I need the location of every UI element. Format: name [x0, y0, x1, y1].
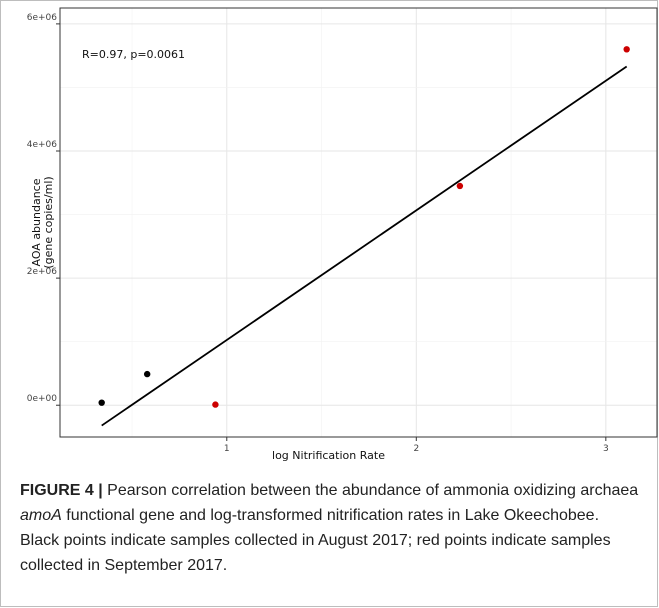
y-tick-label: 2e+06: [27, 267, 58, 277]
plot-panel: [59, 7, 658, 438]
data-point: [456, 182, 464, 190]
caption-text-1: Pearson correlation between the abundanc…: [102, 482, 639, 499]
correlation-annotation: R=0.97, p=0.0061: [82, 48, 185, 61]
fit-line-layer: [101, 65, 628, 427]
x-tick-label: 3: [603, 444, 609, 454]
y-axis-title-line-2: (gene copies/ml): [42, 176, 55, 268]
scatter-chart: 1 2 3 0e+00 2e+06 4e+06 6e+06 R=0.97, p=0.0061…: [27, 7, 658, 462]
regression-line: [101, 65, 628, 427]
data-point: [623, 46, 630, 53]
y-tick-label: 0e+00: [27, 394, 58, 404]
data-point: [212, 401, 219, 408]
y-tick-label: 4e+06: [27, 140, 58, 150]
data-point: [143, 370, 151, 378]
axis-ticks: 1 2 3 0e+00 2e+06 4e+06 6e+06: [27, 13, 609, 454]
x-tick-label: 1: [224, 444, 230, 454]
y-tick-label: 6e+06: [27, 13, 58, 23]
x-axis-title: log Nitrification Rate: [272, 449, 385, 462]
caption-text-2: functional gene and log-transformed nitr…: [20, 507, 611, 574]
grid: [60, 8, 657, 437]
figure-caption: FIGURE 4 | Pearson correlation between t…: [20, 478, 642, 578]
data-point: [98, 399, 105, 406]
figure-label: FIGURE 4 |: [20, 482, 103, 499]
y-axis-title-line-1: AOA abundance: [30, 178, 43, 266]
caption-gene-name: amoA: [20, 507, 62, 524]
points-layer: [98, 46, 630, 408]
x-tick-label: 2: [413, 444, 419, 454]
